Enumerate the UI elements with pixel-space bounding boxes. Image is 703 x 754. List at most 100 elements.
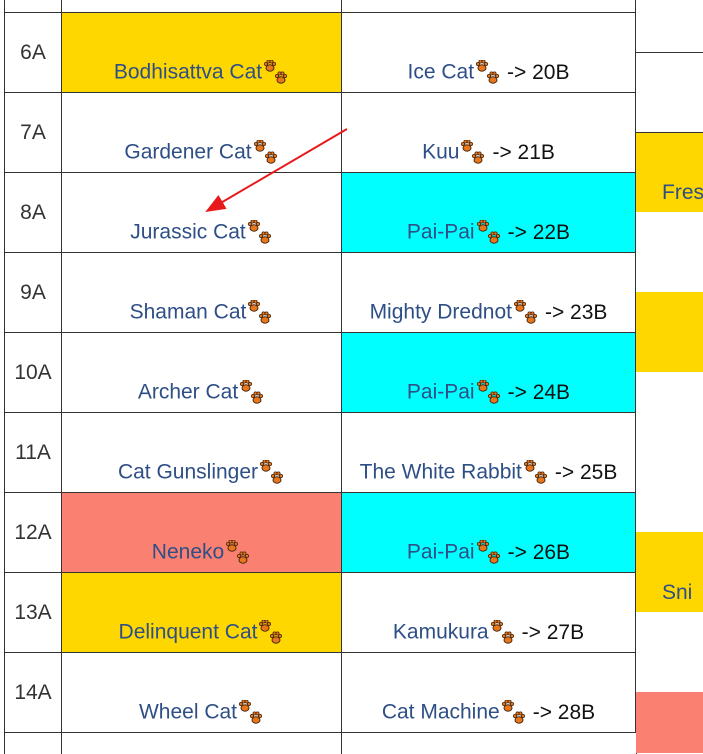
next-stage-text: -> 21B	[492, 140, 555, 164]
stage-row: 10A Archer Cat Pai-Pai -> 24B	[4, 332, 636, 412]
reward-cat-link[interactable]: Pai-Pai	[406, 220, 475, 244]
right-column-divider	[636, 52, 703, 53]
reward-cell: Pai-Pai -> 22B	[341, 172, 636, 252]
right-column-cell	[636, 452, 703, 532]
paw-print-icon	[476, 540, 500, 564]
cat-link[interactable]: Shaman Cat	[129, 300, 247, 324]
next-stage-text: -> 27B	[521, 620, 585, 644]
stage-row: 13A Delinquent Cat Kamukura -> 27B	[4, 572, 636, 652]
paw-print-icon	[490, 620, 514, 644]
paw-print-icon	[501, 700, 525, 724]
stage-row: 9A Shaman Cat Mighty Drednot -> 23B	[4, 252, 636, 332]
stage-cat-cell: Cat Gunslinger	[61, 412, 341, 492]
stage-cat-cell: Neneko	[61, 492, 341, 572]
stage-cat-cell: Archer Cat	[61, 332, 341, 412]
reward-cat-link[interactable]: Pai-Pai	[406, 540, 475, 564]
paw-print-icon	[253, 140, 277, 164]
paw-print-icon	[476, 60, 500, 84]
cat-link[interactable]: Cat Gunslinger	[117, 460, 259, 484]
paw-print-icon	[513, 300, 537, 324]
prev-cell-a	[61, 0, 341, 12]
right-column-cell	[636, 292, 703, 372]
paw-print-icon	[523, 460, 547, 484]
paw-print-icon	[264, 60, 288, 84]
stage-cat-cell: Bodhisattva Cat	[61, 12, 341, 92]
reward-cat-link[interactable]: Pai-Pai	[406, 380, 475, 404]
grid-divider	[4, 733, 5, 754]
right-column-cell: Fres	[636, 132, 703, 212]
paw-print-icon	[260, 460, 284, 484]
stage-cat-cell: Delinquent Cat	[61, 572, 341, 652]
stage-cat-cell: Gardener Cat	[61, 92, 341, 172]
stage-number: 10A	[4, 332, 61, 412]
next-stage-text: -> 24B	[507, 380, 571, 404]
cat-link[interactable]: Wheel Cat	[138, 700, 238, 724]
paw-print-icon	[239, 700, 263, 724]
next-stage-text: -> 26B	[507, 540, 571, 564]
stage-row: 11A Cat Gunslinger The White Rabbit -> 25B	[4, 412, 636, 492]
right-column-cell	[636, 0, 703, 52]
right-column-cell	[636, 372, 703, 452]
stage-row: 8A Jurassic Cat Pai-Pai -> 22B	[4, 172, 636, 252]
right-column-cell	[636, 612, 703, 692]
previous-row-partial	[4, 0, 636, 12]
stage-row: 6A Bodhisattva Cat Ice Cat -> 20B	[4, 12, 636, 92]
stage-cat-cell: Shaman Cat	[61, 252, 341, 332]
reward-cat-link[interactable]: The White Rabbit	[359, 460, 522, 484]
next-stage-text: -> 20B	[507, 60, 570, 84]
next-stage-text: -> 28B	[532, 700, 596, 724]
stage-number: 7A	[4, 92, 61, 172]
reward-cell: Pai-Pai -> 26B	[341, 492, 636, 572]
stage-cat-cell: Jurassic Cat	[61, 172, 341, 252]
reward-cat-link[interactable]: Kuu	[422, 140, 460, 164]
reward-cell: Kamukura -> 27B	[341, 572, 636, 652]
paw-print-icon	[226, 540, 250, 564]
reward-cat-link[interactable]: Kamukura	[392, 620, 489, 644]
paw-print-icon	[240, 380, 264, 404]
stage-number: 13A	[4, 572, 61, 652]
stage-cat-cell: Wheel Cat	[61, 652, 341, 732]
cat-link[interactable]: Bodhisattva Cat	[113, 60, 263, 84]
stage-number: 11A	[4, 412, 61, 492]
next-stage-text: -> 23B	[544, 300, 608, 324]
stage-row: 14A Wheel Cat Cat Machine -> 28B	[4, 652, 636, 732]
paw-print-icon	[247, 220, 271, 244]
cat-link[interactable]: Delinquent Cat	[118, 620, 258, 644]
stage-number: 8A	[4, 172, 61, 252]
right-column-divider	[636, 132, 703, 133]
cat-link[interactable]: Neneko	[151, 540, 225, 564]
next-row-partial	[4, 732, 637, 754]
reward-cell: Pai-Pai -> 24B	[341, 332, 636, 412]
paw-print-icon	[248, 300, 272, 324]
right-column-cell	[636, 692, 703, 753]
paw-print-icon	[259, 620, 283, 644]
reward-cat-link[interactable]: Ice Cat	[407, 60, 475, 84]
paw-print-icon	[476, 220, 500, 244]
next-stage-text: -> 25B	[554, 460, 618, 484]
paw-print-icon	[476, 380, 500, 404]
paw-print-icon	[461, 140, 485, 164]
next-stage-text: -> 22B	[507, 220, 571, 244]
cat-link[interactable]: Gardener Cat	[124, 140, 252, 164]
cat-link[interactable]: Archer Cat	[137, 380, 239, 404]
stage-row: 7A Gardener Cat Kuu -> 21B	[4, 92, 636, 172]
right-column-label: Sni	[662, 581, 693, 604]
stage-row: 12A Neneko Pai-Pai -> 26B	[4, 492, 636, 572]
right-column-label: Fres	[662, 181, 703, 204]
reward-cell: Ice Cat -> 20B	[341, 12, 636, 92]
prev-cell-b	[341, 0, 636, 12]
reward-cat-link[interactable]: Cat Machine	[381, 700, 500, 724]
right-column-cell: Sni	[636, 532, 703, 612]
reward-cell: Kuu -> 21B	[341, 92, 636, 172]
cat-link[interactable]: Jurassic Cat	[130, 220, 246, 244]
right-column-cell	[636, 212, 703, 292]
reward-cat-link[interactable]: Mighty Drednot	[369, 300, 512, 324]
reward-cell: Mighty Drednot -> 23B	[341, 252, 636, 332]
stage-number: 6A	[4, 12, 61, 92]
reward-cell: The White Rabbit -> 25B	[341, 412, 636, 492]
stage-number: 14A	[4, 652, 61, 732]
stage-number: 9A	[4, 252, 61, 332]
stage-number: 12A	[4, 492, 61, 572]
prev-cell-num	[4, 0, 61, 12]
